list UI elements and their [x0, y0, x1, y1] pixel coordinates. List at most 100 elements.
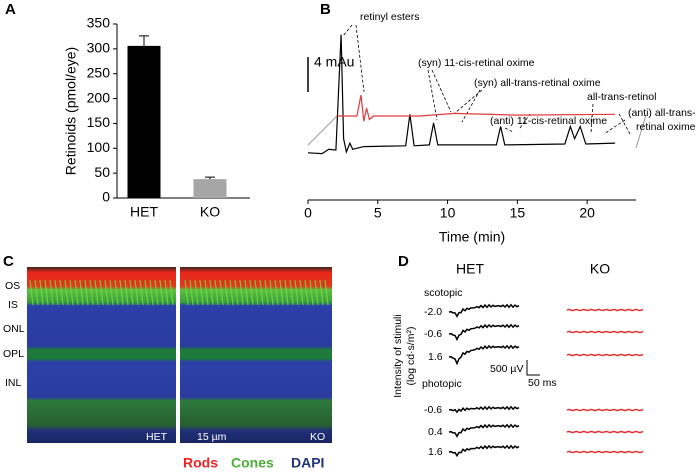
cone-stripe [284, 279, 289, 306]
cone-stripe [274, 279, 279, 306]
cone-stripe [264, 279, 269, 306]
cone-stripe [249, 279, 254, 306]
erg-trace [448, 323, 520, 342]
layer-label: OS [5, 280, 20, 292]
erg-trace [566, 450, 644, 454]
panel-label: A [5, 1, 16, 18]
cone-stripe [184, 279, 189, 306]
erg-trace [566, 308, 644, 312]
cone-stripe [239, 279, 244, 306]
cone-stripe [59, 279, 64, 306]
cone-stripe [209, 279, 214, 306]
y-axis-label: (log cd·s/m²) [405, 327, 417, 386]
erg-trace [566, 408, 644, 412]
cone-stripe [69, 279, 74, 306]
cone-stripe [204, 279, 209, 306]
annotation: (syn) 11-cis-retinal oxime [418, 57, 535, 69]
erg-trace [566, 353, 644, 357]
y-tick-label: 0 [102, 189, 110, 205]
intensity-label: 1.6 [428, 351, 443, 363]
layer-label: INL [5, 377, 22, 389]
cone-stripe [294, 279, 299, 306]
y-tick-label: 100 [87, 139, 111, 155]
cone-stripe [314, 279, 319, 306]
cone-stripe [64, 279, 69, 306]
x-tick-label: 20 [579, 205, 595, 221]
y-axis-label: Retinoids (pmol/eye) [63, 47, 79, 175]
intensity-label: -2.0 [424, 306, 442, 318]
scale-bar-label: 50 ms [528, 377, 557, 389]
cone-stripe [194, 279, 199, 306]
legend-label: Rods [183, 455, 218, 471]
cone-stripe [104, 279, 109, 306]
intensity-label: 1.6 [428, 446, 443, 458]
chromatogram-trace [307, 34, 616, 155]
scale-bar-label: 500 µV [490, 363, 524, 375]
erg-traces [448, 303, 644, 458]
layer-label: ONL [3, 323, 25, 335]
cone-stripe [234, 279, 239, 306]
cone-stripe [109, 279, 114, 306]
cone-stripe [79, 279, 84, 306]
annotation: (anti) all-trans- [628, 107, 696, 119]
layer-label: OPL [3, 348, 24, 360]
cone-stripe [89, 279, 94, 306]
cone-stripe [99, 279, 104, 306]
cone-stripe [289, 279, 294, 306]
bar [127, 45, 161, 199]
erg-trace [448, 444, 520, 458]
cone-stripe [219, 279, 224, 306]
cone-stripe [124, 279, 129, 306]
genotype-label: HET [146, 431, 168, 443]
cone-stripe [319, 279, 324, 306]
x-tick-label: KO [200, 204, 220, 220]
y-tick-label: 350 [87, 15, 111, 31]
chromatogram-trace [337, 94, 616, 122]
micrograph-ko [180, 267, 332, 443]
erg-trace [448, 303, 520, 318]
erg-trace [448, 405, 520, 414]
intensity-label: -0.6 [424, 328, 442, 340]
y-tick-label: 250 [87, 64, 111, 80]
cone-stripe [224, 279, 229, 306]
cone-stripe [199, 279, 204, 306]
cone-stripe [74, 279, 79, 306]
intensity-label: -0.6 [424, 404, 442, 416]
x-axis-label: Time (min) [439, 229, 505, 245]
cone-stripe [29, 279, 34, 306]
annotation-leaders [342, 24, 631, 135]
cone-stripe [259, 279, 264, 306]
annotation: (anti) 11-cis-retinal oxime [490, 115, 607, 127]
annotation: (syn) all-trans-retinal oxime [474, 77, 601, 89]
bar [193, 179, 227, 198]
genotype-label: KO [310, 431, 325, 443]
scale-bar-label: 4 mAu [314, 54, 354, 70]
cone-stripe [324, 279, 329, 306]
scale-bar-label: 15 µm [197, 431, 227, 443]
condition-label: photopic [422, 378, 462, 390]
x-tick-label: 15 [510, 205, 526, 221]
x-tick-label: HET [130, 204, 158, 220]
y-tick-label: 200 [87, 89, 111, 105]
legend-label: DAPI [291, 455, 324, 471]
erg-trace [448, 344, 520, 366]
intensity-label: 0.4 [428, 426, 443, 438]
panel-label: D [398, 253, 409, 270]
cone-stripe [139, 279, 144, 306]
cone-stripe [34, 279, 39, 306]
cone-stripe [134, 279, 139, 306]
y-axis-label: Intensity of stimuli [392, 314, 404, 397]
cone-stripe [149, 279, 154, 306]
cone-stripe [39, 279, 44, 306]
y-tick-label: 150 [87, 114, 111, 130]
cone-stripe [159, 279, 164, 306]
cone-stripe [214, 279, 219, 306]
cone-stripes [29, 279, 329, 306]
cone-stripe [169, 279, 174, 306]
layer-label: IS [8, 299, 18, 311]
cone-stripe [94, 279, 99, 306]
genotype-label: KO [590, 261, 610, 277]
cone-stripe [189, 279, 194, 306]
annotation: retinyl esters [360, 11, 420, 23]
